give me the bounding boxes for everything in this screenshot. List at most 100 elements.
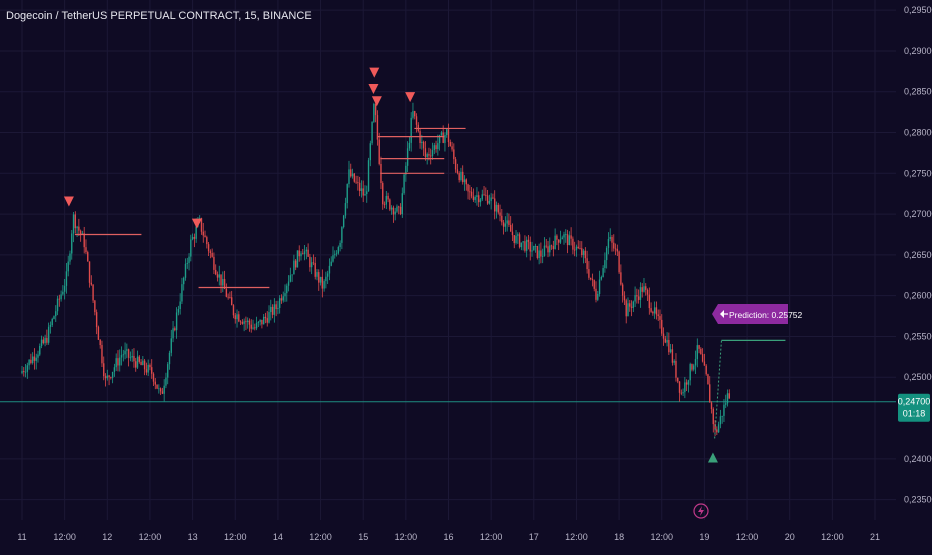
candle-body: [87, 252, 89, 262]
candle-body: [138, 356, 140, 362]
candle-body: [597, 294, 599, 300]
candle-body: [572, 238, 574, 250]
lightning-icon[interactable]: [693, 503, 709, 519]
candle-body: [668, 340, 670, 353]
candle-body: [184, 263, 187, 278]
candle-body: [529, 241, 531, 252]
candle-body: [369, 143, 372, 161]
countdown-label: 01:18: [903, 409, 926, 419]
candle-body: [40, 339, 43, 346]
candle-body: [637, 296, 640, 300]
candle-body: [238, 314, 240, 322]
candle-body: [243, 321, 245, 324]
candle-body: [707, 374, 709, 385]
sell-signal-icon: [191, 218, 202, 229]
candle-body: [55, 311, 57, 317]
candle-body: [206, 237, 208, 245]
candle-body: [328, 265, 331, 274]
candle-body: [33, 356, 36, 361]
candle-body: [691, 364, 693, 370]
candle-body: [630, 306, 633, 308]
candle-body: [710, 402, 713, 409]
candle-body: [325, 276, 327, 282]
candle-body: [605, 247, 608, 261]
candle-body: [476, 195, 478, 198]
candle-body: [655, 307, 658, 315]
candle-body: [632, 301, 635, 308]
candle-body: [405, 165, 407, 175]
candle-body: [609, 236, 611, 239]
candle-body: [589, 277, 592, 279]
candle-body: [149, 364, 151, 368]
candle-body: [181, 284, 183, 302]
candle-body: [318, 272, 320, 283]
candle-body: [145, 369, 148, 373]
candle-body: [728, 393, 730, 399]
candle-body: [641, 287, 643, 292]
candle-body: [76, 226, 78, 229]
candle-body: [552, 246, 555, 250]
candle-body: [447, 129, 450, 143]
candle-body: [486, 195, 489, 204]
candle-body: [387, 195, 389, 200]
candle-body: [550, 245, 553, 247]
candle-body: [440, 132, 443, 136]
candle-body: [531, 250, 533, 252]
candle-body: [573, 249, 576, 251]
arrow-left-icon: [720, 310, 724, 318]
candle-body: [188, 256, 190, 263]
candle-body: [106, 375, 108, 379]
candle-body: [424, 148, 427, 157]
candle-body: [344, 203, 347, 216]
candle-body: [726, 393, 729, 404]
candle-body: [497, 204, 499, 213]
candle-body: [566, 234, 569, 246]
candle-body: [170, 338, 172, 353]
candle-body: [294, 260, 297, 268]
candle-body: [725, 403, 727, 405]
candle-body: [490, 197, 492, 201]
time-axis[interactable]: 11 12:00 12 12:00 13 12:00 14 12:00 15 12:00 16 12:…: [17, 532, 880, 542]
candle-body: [390, 207, 393, 210]
candle-body: [675, 360, 677, 378]
candle-body: [31, 356, 34, 364]
candle-body: [669, 349, 672, 353]
candle-body: [565, 234, 567, 235]
candle-body: [296, 250, 299, 268]
candle-body: [360, 188, 363, 192]
candle-body: [284, 293, 286, 297]
candle-body: [291, 274, 293, 276]
candle-body: [222, 279, 224, 286]
candle-body: [44, 337, 46, 344]
candle-body: [23, 371, 25, 372]
candle-body: [316, 272, 318, 277]
candle-body: [286, 285, 288, 294]
candle-body: [684, 382, 686, 393]
candle-body: [254, 327, 256, 329]
candle-body: [135, 361, 137, 368]
candle-body: [515, 235, 517, 243]
candle-body: [250, 324, 252, 329]
candle-body: [60, 294, 62, 300]
candle-body: [348, 169, 350, 185]
candle-body: [613, 242, 615, 249]
badges: 0,24700 01:18 Prediction: 0.25752: [693, 304, 930, 519]
candle-body: [517, 234, 519, 236]
candle-body: [220, 274, 222, 286]
candle-body: [280, 298, 283, 301]
candle-body: [540, 250, 542, 257]
candle-body: [485, 194, 487, 196]
candle-body: [689, 364, 691, 381]
candle-body: [71, 233, 73, 254]
candle-body: [543, 245, 546, 256]
candle-body: [307, 249, 309, 257]
candle-body: [712, 408, 714, 425]
candle-body: [330, 261, 332, 266]
candle-body: [431, 150, 434, 157]
candle-body: [650, 308, 652, 312]
candle-body: [705, 365, 707, 375]
candle-body: [129, 357, 132, 359]
